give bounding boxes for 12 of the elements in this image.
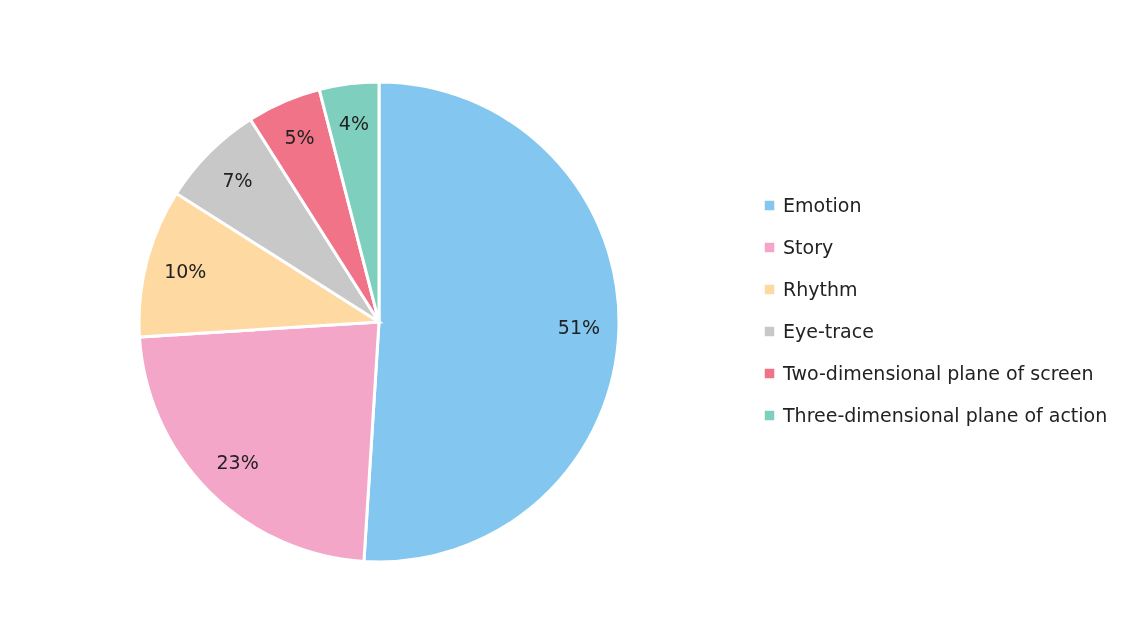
legend-label: Rhythm bbox=[783, 277, 858, 300]
data-label: 5% bbox=[284, 126, 315, 149]
data-label: 7% bbox=[222, 168, 253, 191]
legend-label: Eye-trace bbox=[783, 319, 874, 342]
data-label: 4% bbox=[338, 111, 370, 134]
data-label: 51% bbox=[557, 316, 601, 339]
legend-label: Three-dimensional plane of action bbox=[782, 403, 1108, 426]
data-label: 23% bbox=[216, 451, 259, 474]
legend-label: Story bbox=[783, 235, 834, 258]
data-label: 10% bbox=[164, 260, 207, 283]
legend-label: Emotion bbox=[783, 193, 862, 216]
legend-label: Two-dimensional plane of screen bbox=[782, 361, 1094, 384]
